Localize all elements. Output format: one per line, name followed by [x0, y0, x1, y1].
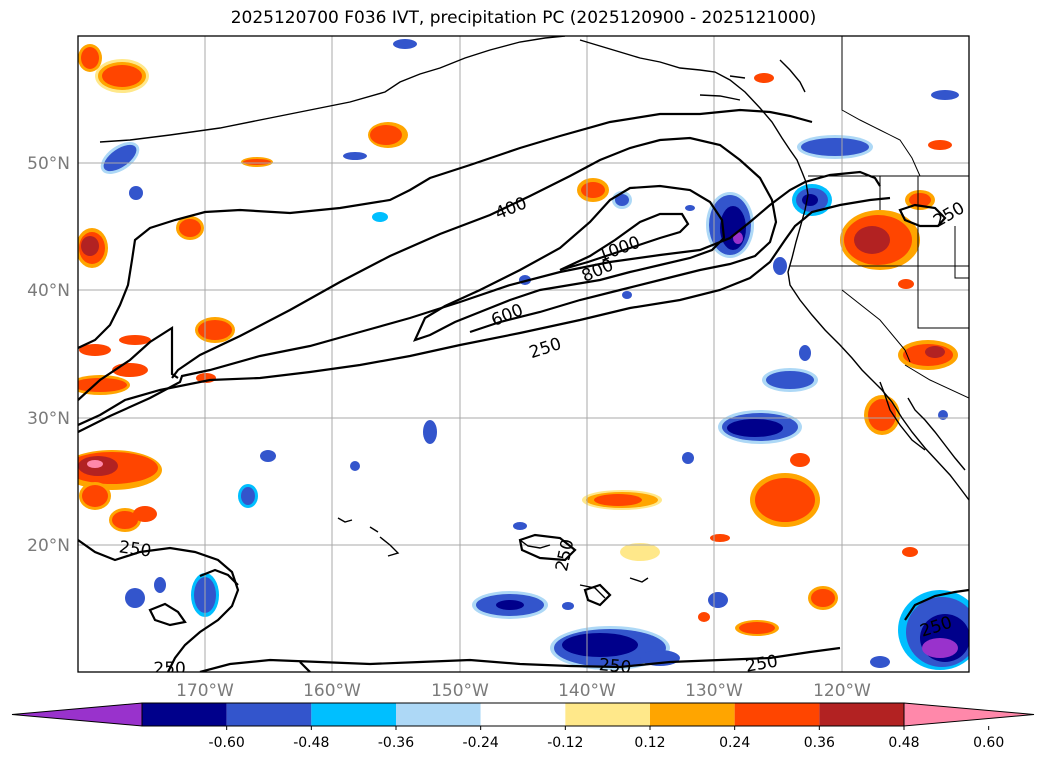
lon-label: 170°W: [176, 681, 234, 701]
ivt-contour-label: 250: [598, 655, 632, 678]
colorbar-tick-label: 0.48: [888, 735, 919, 751]
ivt-contour-250-sw: [78, 539, 240, 672]
colorbar-tick-label: -0.24: [463, 735, 499, 751]
negative-patch-coast: [706, 90, 959, 444]
lat-label: 50°N: [27, 154, 70, 174]
lon-label: 160°W: [303, 681, 361, 701]
colorbar-extend-high: [903, 702, 1035, 727]
ivt-contour-600: [171, 136, 778, 379]
map-title: 2025120700 F036 IVT, precipitation PC (2…: [230, 8, 817, 28]
ivt-contours: [78, 108, 969, 672]
ivt-contour-250-islands: [199, 568, 239, 586]
ivt-contour-label: 250: [527, 334, 564, 363]
lon-label: 130°W: [685, 681, 743, 701]
colorbar-tick-label: 0.60: [973, 735, 1004, 751]
colorbar-extend-low: [11, 702, 143, 727]
ivt-contour-250-blob3: [898, 203, 947, 228]
colorbar-segment: [734, 703, 820, 726]
ivt-contour-250-blob2: [583, 583, 612, 607]
ivt-contour-label: 400: [492, 193, 530, 224]
positive-patch-sw: [78, 450, 162, 532]
colorbar-tick-label: 0.36: [804, 735, 835, 751]
colorbar-segment: [650, 703, 735, 726]
colorbar-segment: [311, 703, 396, 726]
ivt-contour-250-nw-inner: [299, 661, 311, 672]
colorbar-tick-label: -0.60: [209, 735, 245, 751]
coastlines: [99, 36, 969, 599]
lat-label: 20°N: [27, 536, 70, 556]
ivt-contour-label: 250: [118, 537, 153, 561]
ivt-contour-250-blob1: [518, 533, 577, 562]
colorbar-segment: [396, 703, 481, 726]
colorbar-tick-label: -0.12: [547, 735, 583, 751]
negative-patch-south: [125, 573, 969, 670]
state-boundaries: [790, 36, 969, 399]
ivt-contour-label: 250: [153, 659, 185, 679]
colorbar-segment: [819, 703, 904, 726]
ivt-contour-250-north: [78, 108, 813, 349]
ivt-contour-label: 600: [489, 300, 527, 331]
ivt-contour-1000: [559, 212, 690, 272]
colorbar-tick-label: 0.24: [719, 735, 750, 751]
gridlines: [78, 36, 969, 672]
colorbar: -0.60 -0.48 -0.36 -0.24 -0.12 0.12 0.24 0.36 0.4…: [11, 702, 1035, 751]
positive-patch-nw: [78, 44, 149, 93]
ivt-contour-250-bottom-edge: [199, 646, 841, 672]
positive-patch-east: [750, 140, 958, 557]
ivt-contour-250-south: [78, 196, 891, 427]
precipitation-anomaly-patches: [78, 39, 969, 670]
lat-label: 40°N: [27, 281, 70, 301]
longitude-labels: 170°W 160°W 150°W 140°W 130°W 120°W: [176, 681, 871, 701]
positive-patch-west-edge: [78, 228, 108, 268]
positive-patch-central: [368, 73, 838, 636]
colorbar-segment: [142, 703, 227, 726]
negative-patch-nw: [100, 39, 417, 222]
colorbar-segment: [226, 703, 312, 726]
colorbar-segment: [565, 703, 650, 726]
ivt-contour-250-east: [904, 588, 969, 621]
colorbar-frame: [141, 702, 905, 727]
ivt-contour-400-upper: [78, 325, 179, 401]
latitude-labels: 50°N 40°N 30°N 20°N: [27, 154, 70, 556]
lon-label: 150°W: [431, 681, 489, 701]
ivt-contour-label: 250: [744, 651, 779, 676]
lon-label: 140°W: [558, 681, 616, 701]
ivt-contour-800: [412, 184, 726, 342]
colorbar-tick-label: -0.48: [293, 735, 329, 751]
lon-label: 120°W: [813, 681, 871, 701]
lat-label: 30°N: [27, 409, 70, 429]
colorbar-tick-label: 0.12: [634, 735, 665, 751]
ivt-contour-400: [78, 170, 881, 433]
ivt-contour-250-bottom: [148, 602, 187, 627]
map-frame: [77, 35, 970, 673]
colorbar-tick-label: -0.36: [378, 735, 414, 751]
colorbar-segment: [480, 703, 566, 726]
